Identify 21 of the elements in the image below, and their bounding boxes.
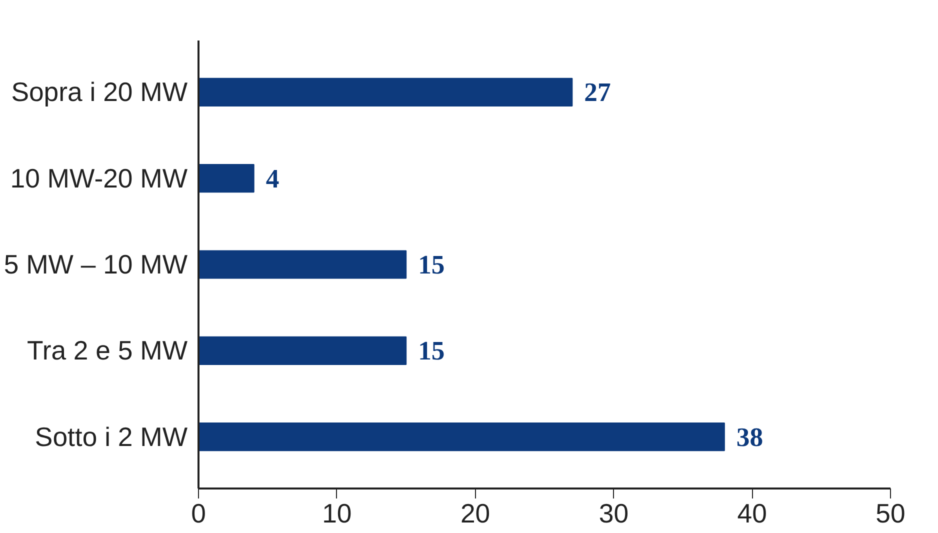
bar (198, 336, 407, 365)
x-tick-label: 0 (191, 498, 206, 528)
data-label: 15 (418, 250, 445, 280)
y-tick-label: Sopra i 20 MW (11, 77, 188, 108)
x-tick-label: 30 (598, 498, 629, 528)
bar (198, 78, 573, 106)
bar (198, 422, 725, 452)
y-tick-label: Tra 2 e 5 MW (27, 336, 188, 366)
x-tick-label: 50 (876, 498, 906, 528)
y-tick-label: Sotto i 2 MW (34, 422, 188, 452)
data-label: 4 (266, 163, 280, 194)
data-label: 38 (736, 422, 764, 452)
x-tick-label: 20 (460, 498, 490, 528)
bar (198, 164, 254, 193)
x-tick-label: 10 (322, 498, 352, 528)
bar (198, 250, 407, 279)
x-tick-label: 40 (737, 498, 767, 528)
y-tick-label: 10 MW-20 MW (10, 163, 188, 194)
y-tick-label: 5 MW – 10 MW (4, 250, 188, 280)
data-label: 27 (584, 77, 611, 108)
data-label: 15 (418, 336, 445, 366)
